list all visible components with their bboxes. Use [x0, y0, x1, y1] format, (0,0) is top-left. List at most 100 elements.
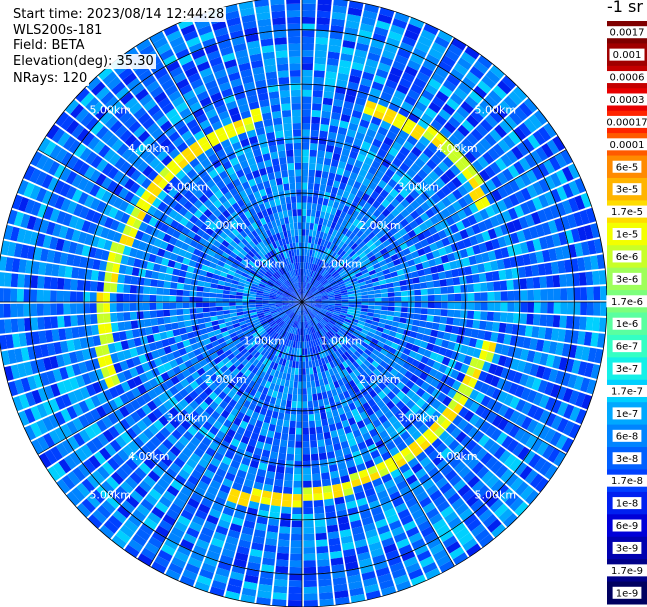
beta-bin	[375, 518, 388, 529]
beta-bin	[302, 56, 314, 64]
beta-bin	[352, 226, 360, 235]
beta-bin	[493, 225, 504, 238]
beta-bin	[396, 269, 405, 276]
beta-bin	[344, 184, 353, 193]
beta-bin	[103, 282, 111, 292]
beta-bin	[320, 238, 326, 247]
beta-bin	[359, 119, 370, 129]
beta-bin	[442, 103, 456, 116]
beta-bin	[370, 449, 381, 460]
beta-bin	[320, 260, 325, 268]
beta-bin	[235, 295, 243, 299]
beta-bin	[395, 213, 405, 223]
beta-bin	[401, 71, 415, 83]
beta-bin	[428, 47, 444, 60]
beta-bin	[455, 259, 464, 268]
beta-bin	[467, 518, 482, 532]
beta-bin	[426, 315, 434, 322]
beta-bin	[334, 173, 343, 182]
beta-bin	[377, 390, 387, 400]
beta-bin	[400, 430, 411, 441]
beta-bin	[271, 411, 279, 419]
beta-bin	[532, 196, 543, 211]
beta-bin	[292, 394, 298, 402]
beta-bin	[369, 471, 381, 482]
beta-bin	[315, 539, 328, 547]
beta-bin	[338, 268, 345, 275]
beta-bin	[483, 438, 496, 452]
beta-bin	[303, 288, 305, 296]
beta-bin	[311, 346, 316, 354]
beta-bin	[423, 328, 432, 336]
beta-bin	[287, 393, 293, 401]
beta-bin	[360, 475, 371, 485]
beta-bin	[313, 280, 319, 287]
beta-bin	[305, 334, 309, 342]
beta-bin	[304, 341, 307, 349]
beta-bin	[364, 437, 375, 447]
beta-bin	[418, 152, 430, 164]
beta-bin	[379, 235, 388, 244]
beta-bin	[335, 209, 342, 217]
beta-bin	[345, 282, 353, 288]
beta-bin	[374, 345, 383, 353]
beta-bin	[432, 518, 447, 531]
beta-bin	[327, 293, 335, 297]
beta-bin	[356, 90, 369, 100]
beta-bin	[381, 198, 391, 208]
beta-bin	[309, 334, 313, 341]
beta-bin	[364, 583, 380, 594]
beta-bin	[539, 460, 553, 476]
beta-bin	[474, 142, 487, 155]
beta-bin	[415, 141, 427, 152]
beta-bin	[548, 156, 562, 171]
beta-bin	[447, 286, 455, 294]
beta-bin	[364, 156, 374, 166]
beta-bin	[282, 426, 289, 434]
beta-bin	[317, 358, 323, 366]
beta-bin	[470, 128, 484, 142]
beta-bin	[312, 103, 322, 111]
beta-bin	[359, 284, 367, 290]
beta-bin	[314, 306, 321, 310]
beta-bin	[531, 326, 540, 338]
beta-bin	[554, 370, 565, 385]
beta-bin	[296, 348, 300, 355]
beta-bin	[271, 444, 280, 453]
beta-bin	[341, 353, 348, 361]
beta-bin	[308, 162, 316, 171]
beta-bin	[96, 313, 105, 324]
beta-bin	[204, 276, 213, 283]
beta-bin	[427, 433, 438, 445]
beta-bin	[302, 297, 307, 302]
beta-bin	[311, 287, 317, 294]
beta-bin	[163, 281, 171, 289]
beta-bin	[241, 587, 257, 597]
beta-bin	[317, 275, 323, 282]
beta-bin	[304, 282, 308, 290]
beta-bin	[300, 308, 302, 316]
beta-bin	[312, 289, 319, 295]
beta-bin	[532, 392, 544, 406]
beta-bin	[302, 381, 307, 389]
beta-bin	[306, 293, 313, 298]
beta-bin	[387, 72, 401, 84]
beta-bin	[323, 342, 329, 350]
beta-bin	[411, 344, 420, 353]
beta-bin	[556, 386, 567, 401]
beta-bin	[229, 294, 237, 299]
beta-bin	[229, 298, 236, 302]
beta-bin	[311, 466, 321, 475]
beta-bin	[368, 166, 378, 176]
beta-bin	[396, 441, 408, 452]
beta-bin	[427, 142, 439, 154]
beta-bin	[129, 303, 137, 312]
beta-bin	[300, 315, 302, 322]
beta-bin	[345, 20, 360, 30]
beta-bin	[423, 267, 432, 276]
beta-bin	[306, 283, 310, 290]
beta-bin	[374, 293, 382, 298]
beta-bin	[508, 382, 519, 396]
beta-bin	[386, 400, 396, 410]
beta-bin	[420, 191, 431, 202]
